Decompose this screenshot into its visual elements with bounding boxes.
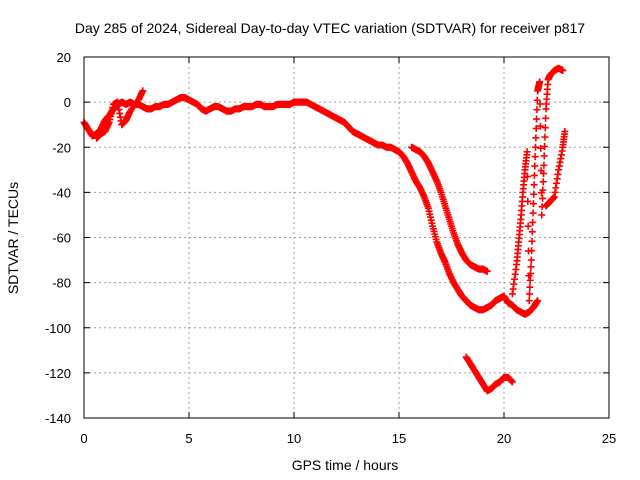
y-tick-label: -60 [52,231,71,246]
data-point-late-rise-1 [523,173,531,181]
x-tick-label: 25 [602,431,616,446]
data-point-late-rise-1 [533,115,541,123]
data-point-late-rise-1 [532,143,539,151]
y-tick-label: -120 [45,366,71,381]
data-point-late-rise-1 [526,290,534,298]
data-point-late-rise-1 [528,228,536,236]
data-point-early-offset [139,87,147,95]
data-point-late-rise-1 [536,122,544,130]
chart-title: Day 285 of 2024, Sidereal Day-to-day VTE… [75,20,585,36]
y-tick-label: -40 [52,185,71,200]
data-point-late-rise-1 [532,124,540,132]
y-tick-label: -20 [52,140,71,155]
data-point-late-rise-1 [523,148,531,156]
data-point-late-rise-1 [541,142,549,150]
data-point-late-rise-1 [542,114,550,122]
data-point-late-rise-1 [526,283,534,291]
data-point-late-rise-1 [531,162,539,170]
data-point-late-rise-1 [526,276,534,284]
data-point-late-rise-1 [525,297,533,305]
data-point-late-rise-1 [539,194,546,202]
data-point-late-rise-1 [527,263,535,271]
y-tick-label: -100 [45,321,71,336]
y-tick-label: 0 [64,95,71,110]
data-point-late-rise-1 [541,124,549,132]
axis-ticks: 0 5 10 15 20 25 -140 -120 -100 -80 -60 -40 -20 0 20 [45,50,616,446]
data-point-late-rise-1 [540,170,548,178]
data-point-late-rise-1 [524,222,532,230]
data-point-late-rise-1 [530,171,538,179]
x-tick-label: 10 [287,431,301,446]
data-point-late-rise-1 [536,100,544,108]
data-point-late-rise-1 [540,161,548,169]
data-points [80,64,569,395]
x-tick-label: 20 [497,431,511,446]
data-point-late-rise-1 [530,190,538,198]
data-point-low-branch [508,378,516,386]
data-point-late-rise-1 [528,247,536,255]
y-tick-label: -80 [52,276,71,291]
data-point-late-rise-1 [538,211,546,219]
plot-area-frame [83,56,610,419]
data-point-late-rise-1 [536,78,544,86]
data-point-late-rise-1 [529,218,537,226]
data-point-late-rise-1 [559,67,567,75]
data-point-late-rise-1 [527,256,535,264]
data-point-late-rise-2 [561,127,569,135]
data-point-late-rise-1 [529,200,537,208]
x-tick-label: 15 [392,431,406,446]
x-tick-label: 5 [185,431,192,446]
y-axis-label: SDTVAR / TECUs [5,182,21,294]
data-point-late-rise-1 [524,197,532,205]
data-point-late-rise-1 [532,134,540,142]
data-point-upper-band [483,267,491,275]
y-tick-label: 20 [57,50,71,65]
data-point-late-rise-1 [533,106,541,114]
data-point-late-rise-1 [539,178,547,186]
data-point-late-rise-1 [541,133,549,141]
x-axis-label: GPS time / hours [292,457,399,473]
data-point-late-rise-1 [539,186,547,194]
data-point-late-rise-1 [533,96,541,104]
data-point-late-rise-1 [529,209,537,217]
x-tick-label: 0 [80,431,87,446]
data-point-main [534,297,542,305]
data-point-late-rise-1 [531,153,539,161]
data-point-late-rise-1 [528,237,536,245]
data-point-late-rise-1 [530,181,538,189]
data-point-late-rise-1 [537,144,545,152]
data-point-late-rise-1 [527,270,535,278]
data-point-late-rise-1 [540,152,548,160]
grid-lines [84,57,609,418]
y-tick-label: -140 [45,411,71,426]
